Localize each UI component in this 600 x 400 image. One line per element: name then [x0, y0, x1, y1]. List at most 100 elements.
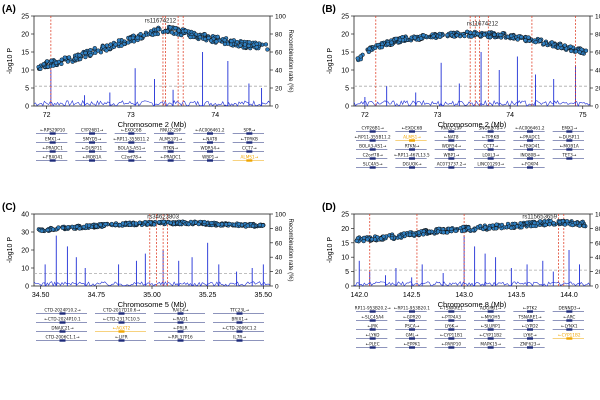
gwas-point: [453, 228, 458, 234]
recombination-baseline: [33, 99, 271, 107]
gene-exon: [177, 321, 184, 324]
gwas-point: [551, 220, 556, 226]
gwas-point: [216, 222, 221, 227]
recombination-series: [33, 52, 271, 107]
gene-label: ←GPR20: [403, 315, 421, 320]
gwas-point: [161, 219, 166, 224]
y-tick-label: 10: [341, 255, 349, 262]
gene-label: RTKN→: [405, 144, 420, 149]
gwas-point: [431, 33, 436, 39]
gwas-point: [354, 238, 359, 244]
x-tick-label: 74: [211, 112, 219, 119]
gwas-point: [168, 25, 173, 30]
gene-exon: [448, 337, 455, 340]
gwas-point: [98, 222, 103, 227]
gwas-point: [86, 223, 92, 228]
gwas-point: [254, 45, 259, 50]
gene-exon: [236, 321, 243, 324]
gwas-point: [56, 225, 61, 230]
y2-tick-label: 80: [275, 32, 283, 39]
gene-label: ←MOB1A: [560, 144, 579, 149]
x-tick-label: 72: [43, 112, 51, 119]
gene-label: ←SLURP1: [481, 324, 501, 329]
gwas-point: [581, 223, 587, 229]
gene-label: ←JRK: [367, 324, 378, 329]
gene-exon: [118, 339, 125, 342]
gwas-point: [202, 32, 207, 37]
gene-exon: [487, 157, 494, 160]
gwas-point: [83, 50, 88, 56]
gene-label: ←RPL37P16: [168, 335, 193, 340]
gwas-point: [81, 224, 86, 230]
gene-exon: [207, 141, 213, 144]
gene-exon: [527, 310, 533, 313]
y2-tick-label: 60: [595, 240, 600, 247]
gene-exon: [527, 337, 533, 340]
gwas-point: [369, 237, 375, 242]
gene-exon: [49, 132, 56, 135]
gwas-point: [51, 63, 56, 68]
gene-label: TSNARE1→: [518, 315, 542, 320]
gwas-point: [421, 33, 426, 38]
gene-exon: [89, 141, 95, 144]
gene-exon: [527, 166, 533, 169]
gene-label: ←FOXP4: [521, 162, 538, 167]
gene-exon: [369, 166, 376, 169]
gwas-point: [103, 221, 108, 227]
gene-label: ←ARC: [563, 315, 575, 320]
gene-label: ←PRADC1: [160, 155, 181, 160]
gene-label: WBP1→: [202, 155, 218, 160]
gene-exon: [527, 148, 533, 151]
gwas-point: [493, 226, 499, 231]
gwas-point: [39, 228, 44, 234]
gene-label: ←FBXO41: [43, 155, 63, 160]
gwas-point: [427, 229, 432, 234]
x-tick-label: 73: [127, 112, 135, 119]
gwas-point: [361, 235, 367, 241]
gene-exon: [487, 328, 494, 331]
gene-label: CYP26B1→: [81, 128, 104, 133]
gene-exon: [527, 346, 533, 349]
gene-exon: [527, 139, 533, 142]
gene-track: ←RPS29P10 CYP26B1→ ←EXOC6B RNU2-29P ←AC00646…: [36, 128, 264, 162]
gene-label: C2orf78→: [363, 153, 384, 158]
gene-label: LY6K→: [445, 324, 459, 329]
y-tick-label: 15: [341, 240, 349, 247]
gwas-point: [435, 229, 441, 234]
y2-tick-label: 80: [275, 226, 283, 233]
gwas-point: [202, 219, 207, 225]
gwas-point: [169, 30, 175, 35]
gene-exon: [246, 132, 253, 135]
y-tick-label: 0: [345, 284, 349, 291]
gene-label-highlight: ←AGXT2: [113, 326, 131, 331]
gwas-point: [449, 226, 454, 232]
gene-exon: [409, 166, 415, 169]
gene-exon: [566, 139, 573, 142]
gwas-point: [120, 221, 125, 226]
gene-label: ←PRADC1: [520, 135, 541, 140]
x-tick-label: 35.00: [143, 292, 161, 299]
gwas-point: [108, 42, 113, 47]
y-tick-label: 25: [341, 212, 349, 219]
y2-tick-label: 60: [275, 240, 283, 247]
gene-exon: [448, 328, 455, 331]
x-tick-label: 142.0: [350, 292, 368, 299]
recombination-series: [33, 235, 271, 287]
x-tick-label: 75: [579, 112, 587, 119]
y-tick-label: 10: [341, 68, 349, 75]
gwas-point: [126, 40, 131, 45]
gene-label: BOLA3-AS1→: [359, 144, 387, 149]
y2-tick-label: 20: [595, 86, 600, 93]
gwas-point: [127, 222, 132, 228]
gene-exon: [118, 312, 125, 315]
gwas-point: [515, 37, 520, 42]
gene-exon: [369, 319, 376, 322]
gene-label: ←CTD-2317C10.5: [103, 317, 140, 322]
gene-exon: [177, 339, 184, 342]
gene-label: ←TPRKB: [241, 137, 258, 142]
gwas-point: [464, 29, 470, 34]
gwas-point: [470, 227, 475, 233]
y2-tick-label: 0: [275, 284, 279, 291]
y2-tick-label: 40: [595, 255, 600, 262]
